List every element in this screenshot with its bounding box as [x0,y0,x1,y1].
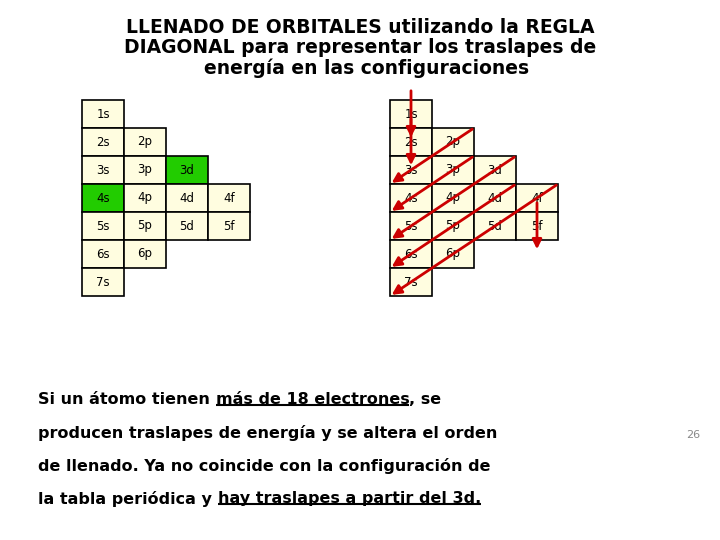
Bar [82,156,124,184]
Text: 2s: 2s [404,136,418,148]
Bar [390,212,432,240]
Text: 7s: 7s [404,275,418,288]
Text: 1s: 1s [96,107,110,120]
Text: 7s: 7s [96,275,110,288]
Bar [390,268,432,296]
Text: 3d: 3d [179,164,194,177]
Bar [208,212,250,240]
Text: 1s: 1s [404,107,418,120]
Bar [166,212,208,240]
Bar [516,184,558,212]
Bar [82,184,124,212]
Text: , se: , se [409,392,441,407]
Text: 5d: 5d [487,219,503,233]
Text: 5p: 5p [138,219,153,233]
Bar [82,268,124,296]
Text: 5p: 5p [446,219,460,233]
Text: LLENADO DE ORBITALES utilizando la REGLA: LLENADO DE ORBITALES utilizando la REGLA [126,18,594,37]
Text: 4p: 4p [446,192,461,205]
Text: Si un átomo tienen: Si un átomo tienen [38,392,215,407]
Bar [432,128,474,156]
Bar [82,100,124,128]
Bar [474,156,516,184]
Text: producen traslapes de energía y se altera el orden: producen traslapes de energía y se alter… [38,425,498,441]
Bar [208,184,250,212]
Bar [432,240,474,268]
Text: 5f: 5f [531,219,543,233]
Bar [124,156,166,184]
Text: 6p: 6p [138,247,153,260]
Bar [124,240,166,268]
Text: 3d: 3d [487,164,503,177]
Bar [166,156,208,184]
Text: 2p: 2p [138,136,153,148]
Text: DIAGONAL para representar los traslapes de: DIAGONAL para representar los traslapes … [124,38,596,57]
Text: más de 18 electrones: más de 18 electrones [215,392,409,407]
Text: hay traslapes a partir del 3d.: hay traslapes a partir del 3d. [217,491,481,506]
Text: 4s: 4s [404,192,418,205]
Bar [390,184,432,212]
Bar [124,128,166,156]
Text: 6s: 6s [96,247,110,260]
Text: 3p: 3p [138,164,153,177]
Bar [390,240,432,268]
Text: 5s: 5s [96,219,109,233]
Text: 4d: 4d [487,192,503,205]
Text: 3s: 3s [96,164,109,177]
Bar [432,156,474,184]
Bar [390,156,432,184]
Bar [432,184,474,212]
Bar [390,100,432,128]
Bar [432,212,474,240]
Bar [82,240,124,268]
Bar [516,212,558,240]
Text: 6p: 6p [446,247,461,260]
Text: 5f: 5f [223,219,235,233]
Bar [474,184,516,212]
Text: 4f: 4f [223,192,235,205]
Text: 4p: 4p [138,192,153,205]
Text: energía en las configuraciones: energía en las configuraciones [191,58,529,78]
Text: 6s: 6s [404,247,418,260]
Text: 5s: 5s [404,219,418,233]
Text: 4s: 4s [96,192,110,205]
Text: 4f: 4f [531,192,543,205]
Text: 3s: 3s [404,164,418,177]
Bar [390,128,432,156]
Text: 5d: 5d [179,219,194,233]
Text: 2p: 2p [446,136,461,148]
Text: 26: 26 [686,430,700,440]
Bar [82,212,124,240]
Text: 3p: 3p [446,164,460,177]
Text: de llenado. Ya no coincide con la configuración de: de llenado. Ya no coincide con la config… [38,458,490,474]
Text: 4d: 4d [179,192,194,205]
Bar [474,212,516,240]
Text: la tabla periódica y: la tabla periódica y [38,491,217,507]
Bar [124,212,166,240]
Bar [124,184,166,212]
Text: 2s: 2s [96,136,110,148]
Bar [166,184,208,212]
Bar [82,128,124,156]
